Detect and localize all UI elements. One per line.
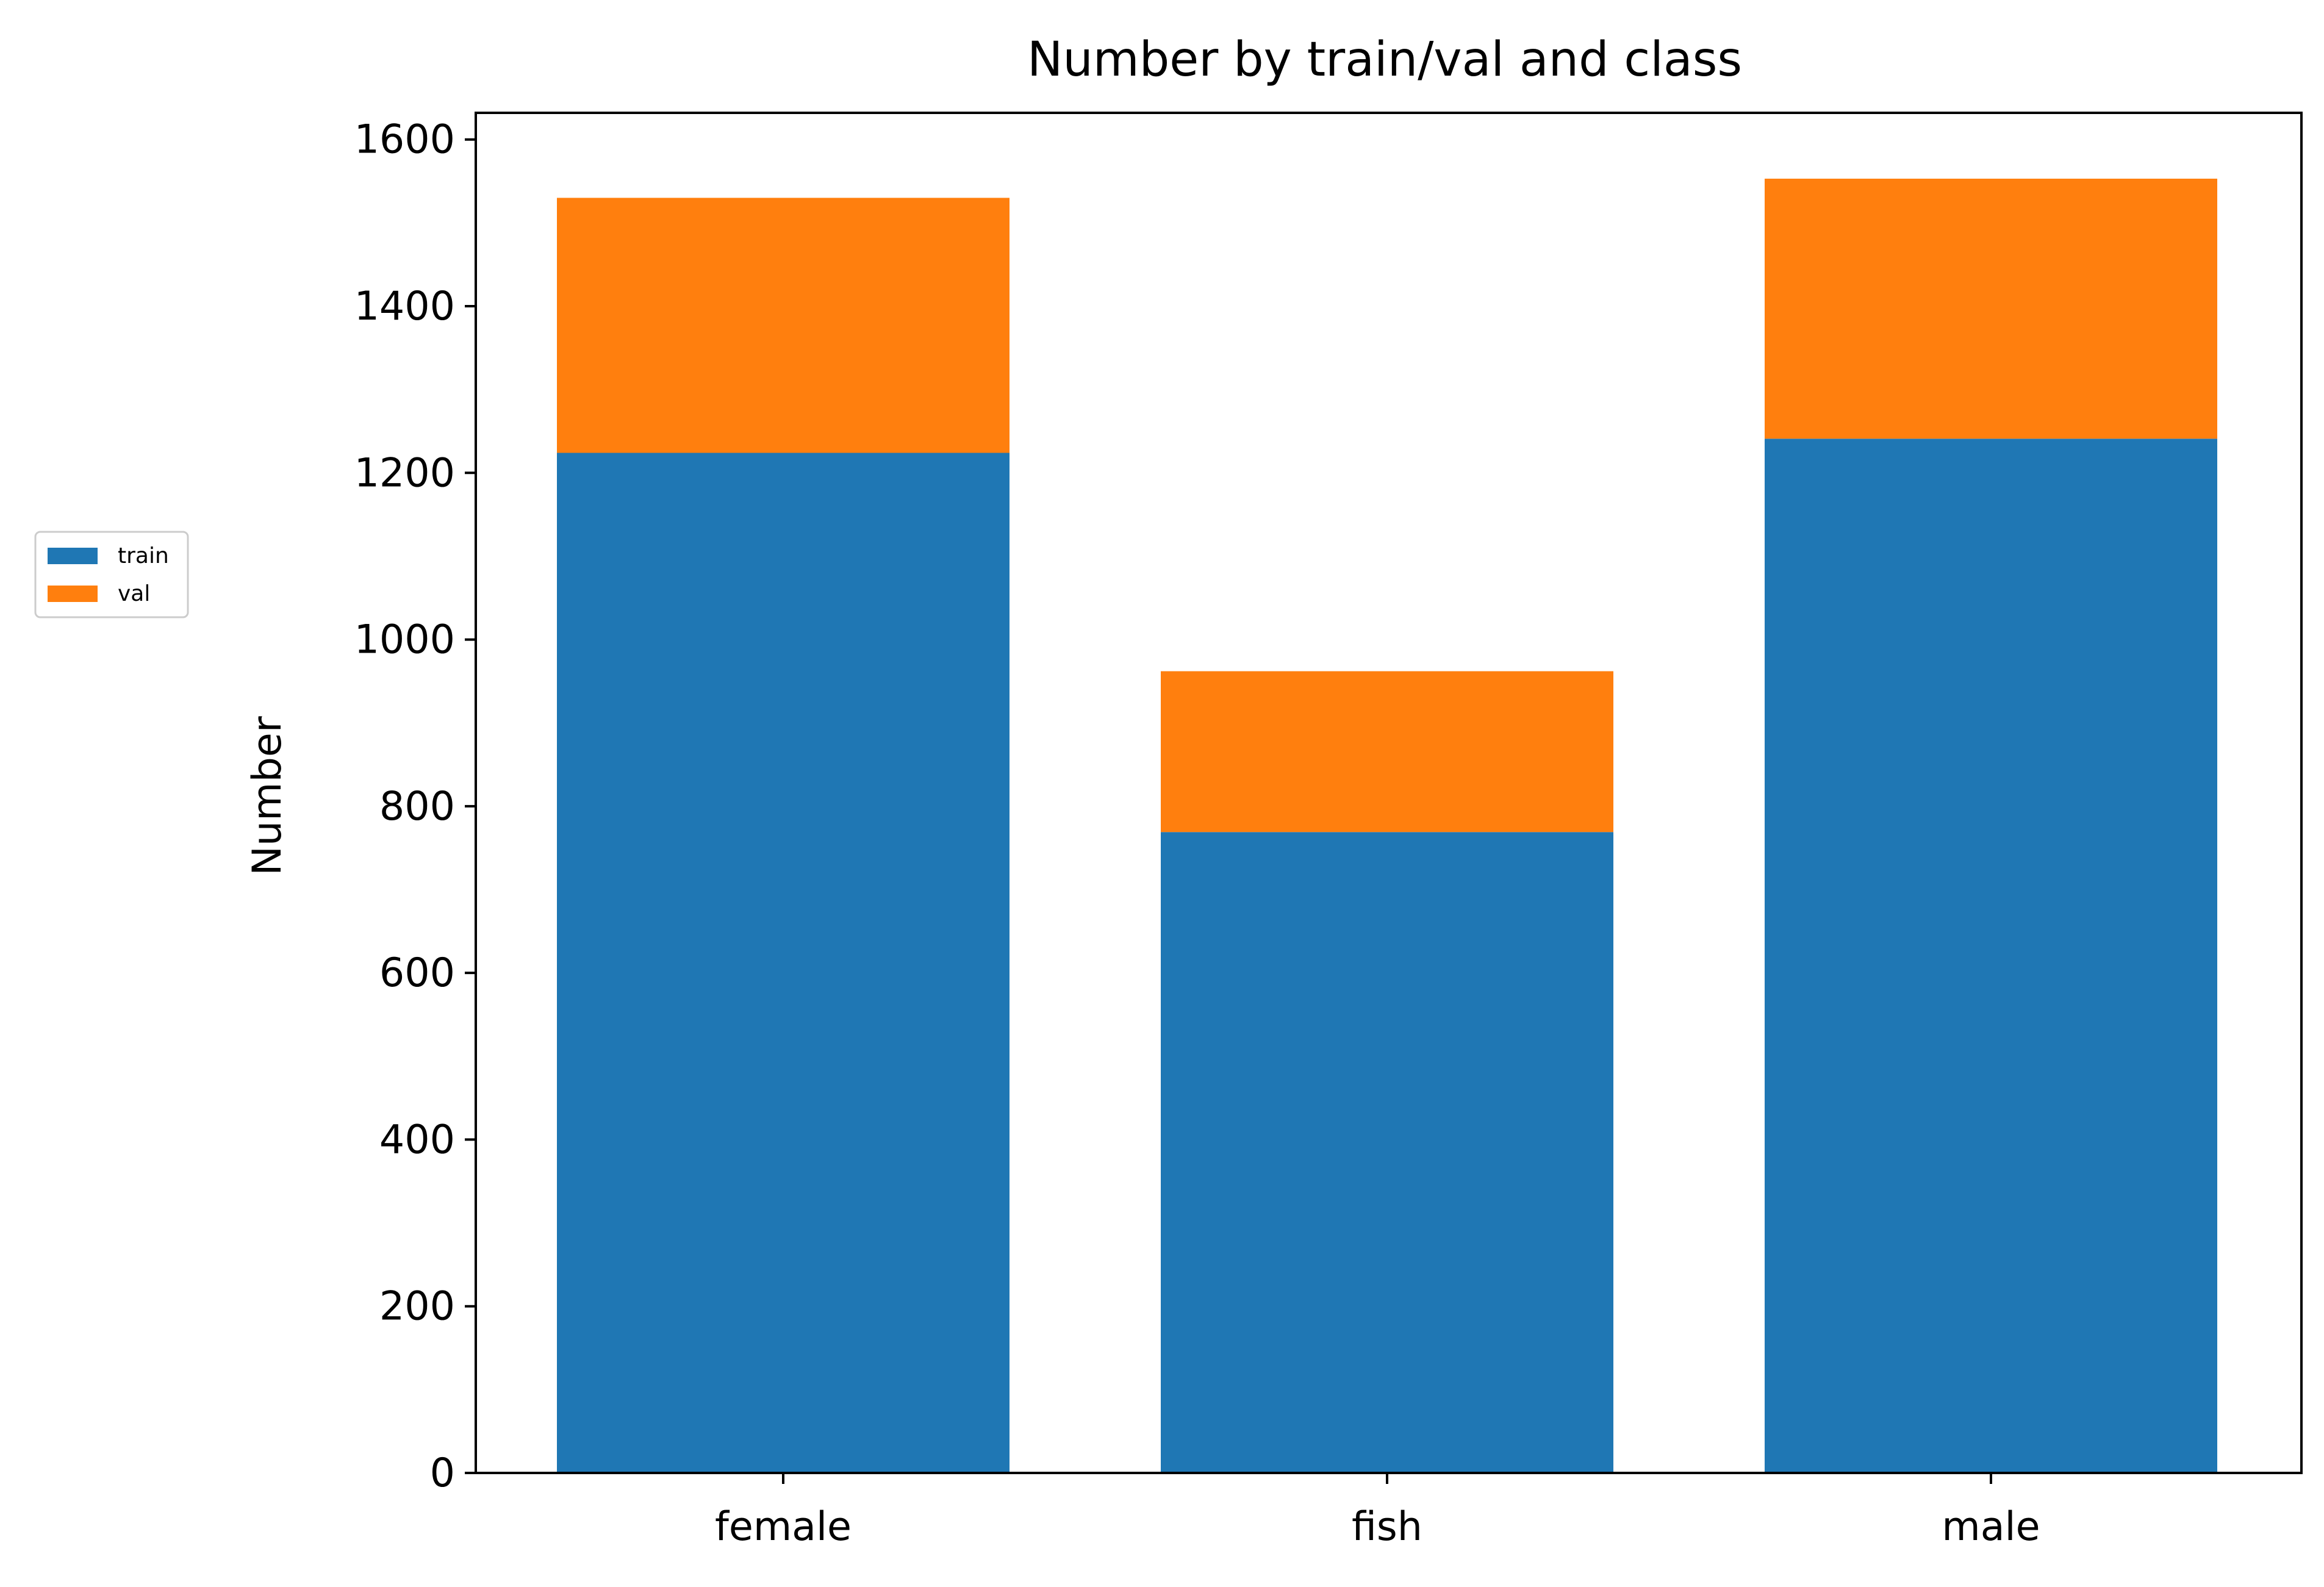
- bar-train-fish: [1161, 832, 1613, 1473]
- legend-swatch-train: [48, 548, 98, 564]
- bar-train-female: [557, 453, 1010, 1473]
- x-tick-label-male: male: [1942, 1504, 2040, 1550]
- y-tick-label: 800: [379, 784, 455, 829]
- y-axis-label: Number: [245, 716, 290, 875]
- y-tick-label: 1400: [354, 284, 455, 329]
- y-tick-label: 1600: [354, 117, 455, 163]
- legend-label-train: train: [118, 543, 169, 568]
- x-axis: female fish male: [715, 1473, 2040, 1550]
- bars: [557, 178, 2217, 1474]
- legend-swatch-val: [48, 586, 98, 602]
- y-axis: 0 200 400 600 800 1000 1200 1400 1600: [354, 117, 476, 1496]
- legend: train val: [34, 531, 189, 618]
- x-tick-label-fish: fish: [1352, 1504, 1422, 1550]
- y-tick-label: 0: [430, 1450, 455, 1496]
- plot-frame: [475, 112, 2303, 1474]
- y-tick-label: 400: [379, 1117, 455, 1162]
- y-tick-label: 200: [379, 1284, 455, 1330]
- y-tick-label: 1200: [354, 450, 455, 496]
- y-tick-label: 600: [379, 950, 455, 996]
- y-tick-label: 1000: [354, 617, 455, 663]
- bar-val-male: [1765, 178, 2217, 439]
- bar-val-female: [557, 198, 1010, 453]
- legend-label-val: val: [118, 581, 150, 606]
- chart-title: Number by train/val and class: [1027, 32, 1742, 87]
- bar-val-fish: [1161, 671, 1613, 833]
- x-tick-label-female: female: [715, 1504, 852, 1550]
- bar-train-male: [1765, 439, 2217, 1474]
